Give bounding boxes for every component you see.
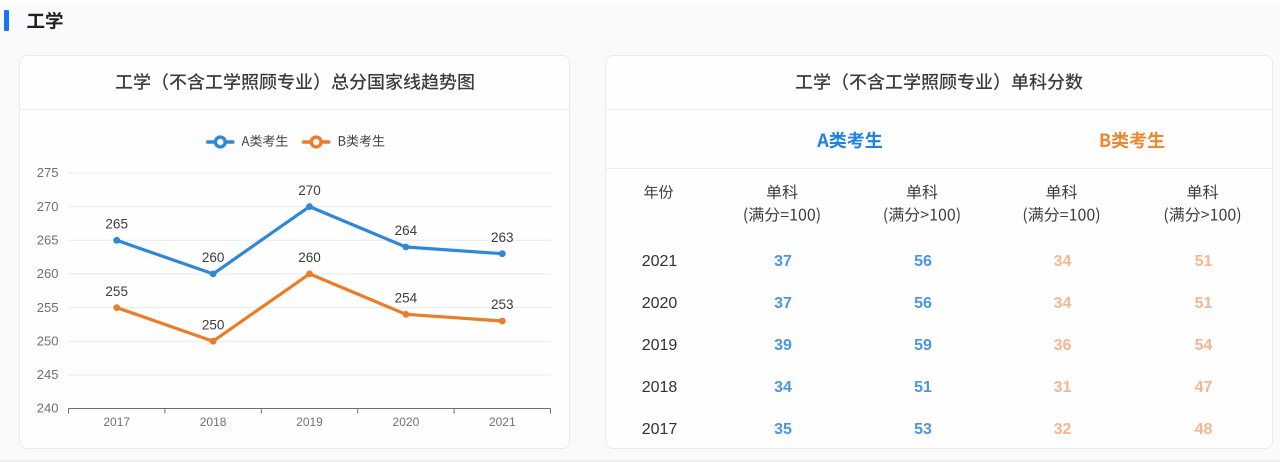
svg-text:2017: 2017 [103, 415, 130, 429]
svg-text:260: 260 [298, 250, 321, 265]
svg-text:240: 240 [37, 401, 59, 416]
svg-text:2018: 2018 [200, 415, 227, 429]
svg-text:254: 254 [395, 291, 418, 306]
svg-text:2021: 2021 [489, 415, 516, 429]
svg-text:270: 270 [298, 183, 321, 198]
svg-text:2020: 2020 [393, 415, 420, 429]
svg-text:260: 260 [202, 250, 225, 265]
svg-text:245: 245 [37, 367, 59, 382]
svg-text:265: 265 [37, 233, 59, 248]
svg-text:260: 260 [37, 266, 59, 281]
svg-text:255: 255 [105, 284, 128, 299]
svg-text:265: 265 [105, 217, 128, 232]
svg-text:255: 255 [37, 300, 59, 315]
svg-text:264: 264 [395, 223, 418, 238]
svg-text:275: 275 [37, 165, 59, 180]
svg-text:253: 253 [491, 297, 514, 312]
svg-text:250: 250 [37, 333, 59, 348]
svg-text:2019: 2019 [296, 415, 323, 429]
svg-text:263: 263 [491, 230, 514, 245]
svg-text:270: 270 [37, 199, 59, 214]
svg-text:250: 250 [202, 317, 225, 332]
